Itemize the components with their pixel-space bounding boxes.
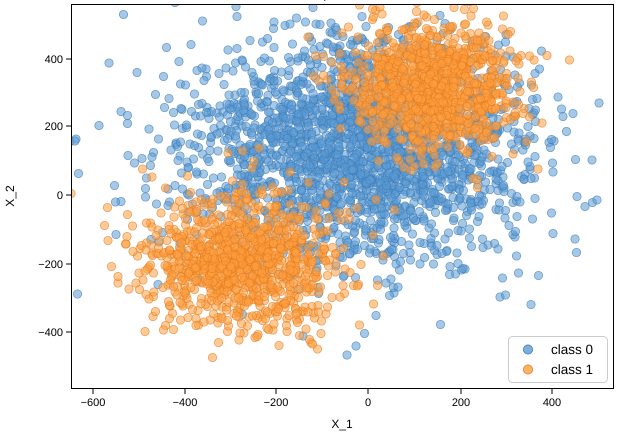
svg-text:class 1: class 1	[551, 362, 593, 377]
svg-text:−200: −200	[264, 397, 289, 409]
svg-text:−400: −400	[38, 327, 63, 339]
svg-text:−400: −400	[173, 397, 198, 409]
svg-text:400: 400	[45, 54, 63, 66]
svg-text:−200: −200	[38, 259, 63, 271]
svg-text:X_2: X_2	[3, 185, 17, 207]
svg-text:0: 0	[365, 397, 371, 409]
svg-text:0: 0	[57, 190, 63, 202]
svg-text:class 0: class 0	[551, 342, 593, 357]
svg-text:−600: −600	[81, 397, 106, 409]
svg-text:200: 200	[45, 121, 63, 133]
svg-text:X_1: X_1	[331, 417, 353, 431]
svg-text:Scatter plot of classes: Scatter plot of classes	[278, 0, 406, 1]
svg-text:200: 200	[452, 397, 470, 409]
svg-text:400: 400	[543, 397, 561, 409]
